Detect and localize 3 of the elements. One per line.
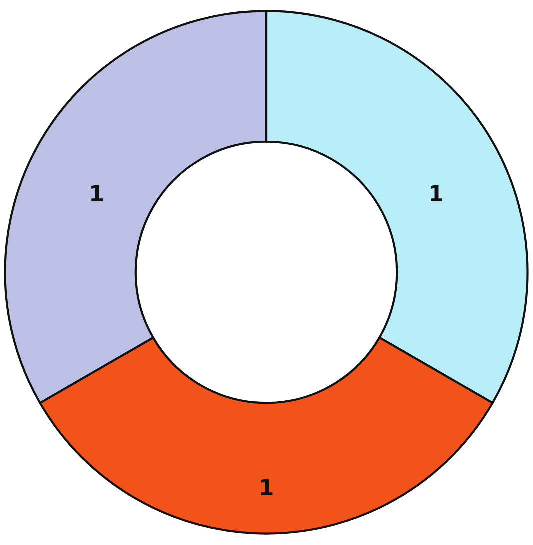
data-label: 1: [430, 185, 442, 202]
data-label: 1: [92, 185, 103, 202]
data-label: 1: [261, 479, 273, 496]
